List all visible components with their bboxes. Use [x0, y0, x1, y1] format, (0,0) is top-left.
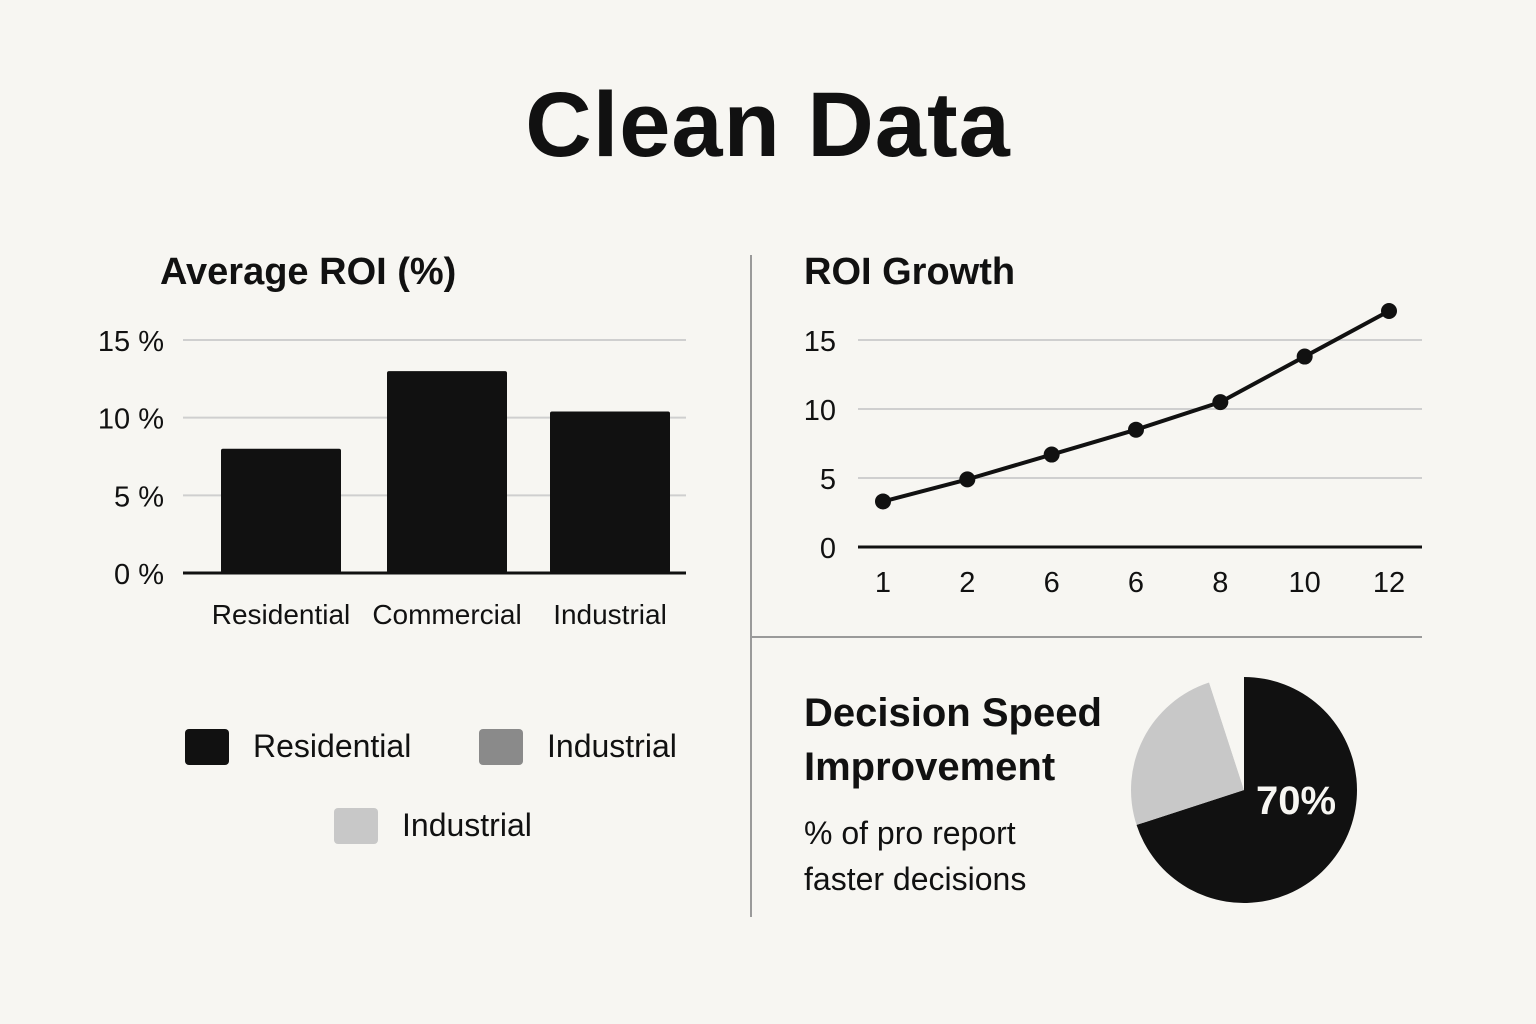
data-point	[959, 471, 976, 488]
legend-label: Residential	[253, 728, 412, 764]
line-chart-title: ROI Growth	[804, 251, 1016, 293]
horizontal-divider	[752, 636, 1422, 638]
y-tick-label: 10 %	[98, 404, 164, 436]
bar-residential	[221, 448, 341, 573]
x-tick-label: Residential	[212, 599, 351, 630]
data-point	[1212, 394, 1229, 411]
data-point	[1043, 446, 1060, 463]
legend-label: Industrial	[402, 807, 532, 843]
pie-slice	[1209, 677, 1244, 790]
y-tick-label: 15 %	[98, 326, 164, 358]
y-tick-label: 5	[820, 464, 836, 496]
page-title: Clean Data	[525, 74, 1011, 176]
x-tick-label: 2	[959, 567, 975, 599]
pie-slice	[1131, 682, 1244, 825]
data-point	[875, 493, 891, 510]
data-point	[1381, 303, 1397, 320]
x-tick-label: 8	[1212, 567, 1228, 599]
y-tick-label: 15	[804, 326, 836, 358]
x-tick-label: 1	[875, 567, 891, 599]
y-tick-label: 5 %	[114, 481, 164, 513]
legend-swatch-dark	[185, 728, 229, 765]
legend-item-industrial-mid: Industrial	[479, 728, 677, 765]
data-point	[1296, 348, 1313, 365]
y-tick-label: 10	[804, 395, 836, 427]
data-point	[1128, 421, 1144, 438]
pie-value-label: 70%	[1256, 779, 1336, 823]
y-tick-label: 0 %	[114, 559, 164, 591]
pie-slice	[1136, 677, 1358, 903]
legend-item-industrial-light: Industrial	[334, 807, 532, 844]
x-tick-label: 10	[1289, 567, 1321, 599]
legend-item-residential: Residential	[185, 728, 411, 765]
bar-chart-title: Average ROI (%)	[160, 251, 457, 293]
pie-caption-line-2: faster decisions	[804, 861, 1027, 897]
legend-swatch-mid	[479, 728, 523, 765]
pie-title-line-2: Improvement	[804, 745, 1056, 789]
pie-caption-line-1: % of pro report	[804, 815, 1016, 851]
legend-label: Industrial	[547, 728, 677, 764]
bar-commercial	[387, 371, 507, 573]
pie-caption: % of pro report faster decisions	[804, 810, 1134, 902]
x-tick-label: 6	[1044, 567, 1060, 599]
y-tick-label: 0	[820, 533, 836, 565]
legend-swatch-light	[334, 807, 378, 844]
x-tick-label: Commercial	[372, 599, 521, 630]
x-tick-label: 6	[1128, 567, 1144, 599]
x-tick-label: Industrial	[553, 599, 667, 630]
x-tick-label: 12	[1373, 567, 1405, 599]
vertical-divider	[750, 255, 752, 917]
bar-industrial	[550, 411, 670, 573]
pie-panel-title: Decision Speed Improvement	[804, 686, 1144, 794]
pie-title-line-1: Decision Speed	[804, 691, 1102, 735]
